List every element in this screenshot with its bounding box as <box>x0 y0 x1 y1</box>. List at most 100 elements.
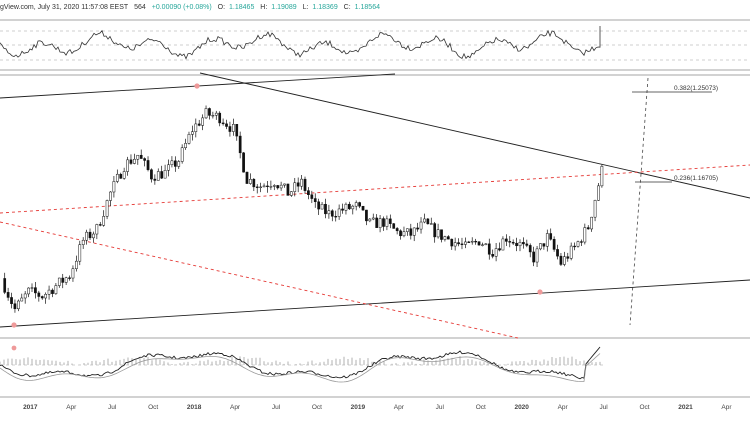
descending-trendline <box>199 72 750 199</box>
candle-body <box>225 123 228 127</box>
candle-body <box>457 242 460 245</box>
candle-body <box>231 124 235 132</box>
candle-body <box>566 256 570 259</box>
candle-body <box>266 185 269 187</box>
candle-body <box>122 171 126 179</box>
candle-body <box>545 233 549 247</box>
candle-body <box>576 241 580 247</box>
candle-body <box>68 277 71 279</box>
x-tick-label: Oct <box>148 404 158 411</box>
candle-body <box>204 108 208 119</box>
candle-body <box>535 248 539 263</box>
candle-body <box>177 161 181 167</box>
candle-body <box>78 244 82 262</box>
header-source: gView.com, July 31, 2020 11:57:08 EEST <box>0 4 129 11</box>
candle-body <box>57 277 61 286</box>
candle-body <box>491 254 495 257</box>
candle-body <box>235 124 239 137</box>
pivot-low-marker-2020 <box>537 289 543 295</box>
time-axis: 2017 Apr Jul Oct 2018 Apr Jul Oct 2019 Apr Jul Oct 2… <box>23 404 732 411</box>
candle-body <box>348 203 351 210</box>
candle-body <box>378 218 382 228</box>
candle-body <box>446 236 450 240</box>
candle-body <box>27 287 30 295</box>
candle-body <box>238 135 242 154</box>
candle-body <box>412 227 416 236</box>
candle-body <box>191 131 194 135</box>
candle-body <box>600 166 604 187</box>
candle-body <box>10 297 13 304</box>
header-high-label: H: <box>260 4 268 11</box>
header-open-label: O: <box>217 4 226 11</box>
top-oscillator-line <box>0 26 601 60</box>
candle-body <box>586 227 590 230</box>
candle-body <box>351 205 355 210</box>
candle-body <box>508 241 512 243</box>
candle-body <box>156 171 160 181</box>
candle-body <box>388 218 392 224</box>
candle-body <box>317 201 321 210</box>
x-tick-label: Jul <box>599 404 608 411</box>
candle-body <box>528 245 532 253</box>
candle-body <box>228 126 232 132</box>
candle-body <box>255 186 259 188</box>
candle-body <box>272 185 276 187</box>
x-tick-label: 2017 <box>23 404 38 411</box>
candle-body <box>126 159 129 172</box>
candle-body <box>320 203 324 210</box>
candle-body <box>470 240 474 243</box>
candle-body <box>150 169 153 180</box>
candle-body <box>44 293 48 299</box>
candle-body <box>105 200 109 217</box>
x-tick-label: Apr <box>66 404 77 411</box>
candle-body <box>569 245 573 259</box>
candle-body <box>109 191 112 201</box>
candle-body <box>71 268 75 279</box>
candle-body <box>494 248 498 257</box>
candle-body <box>344 203 348 211</box>
candle-body <box>453 242 457 247</box>
candle-body <box>484 243 488 246</box>
candle-body <box>583 227 587 243</box>
candle-body <box>416 227 419 230</box>
candle-body <box>501 238 505 251</box>
candle-body <box>573 245 576 248</box>
candle-body <box>498 248 501 251</box>
x-tick-label: Oct <box>476 404 486 411</box>
candle-body <box>443 236 447 240</box>
x-tick-label: Apr <box>721 404 732 411</box>
candle-body <box>129 159 133 164</box>
candle-body <box>173 160 177 167</box>
x-tick-label: Jul <box>272 404 281 411</box>
x-tick-label: Oct <box>639 404 649 411</box>
candle-body <box>307 190 310 195</box>
candle-body <box>504 238 508 242</box>
candle-body <box>334 216 338 218</box>
oscillator-marker <box>11 345 17 351</box>
x-tick-label: Apr <box>394 404 405 411</box>
candle-body <box>597 185 600 201</box>
candle-body <box>539 243 542 250</box>
fib-0236-label: 0.236(1.16705) <box>674 175 718 182</box>
candle-body <box>259 186 262 188</box>
candle-body <box>406 228 409 232</box>
candle-body <box>395 228 399 232</box>
candle-body <box>361 205 365 211</box>
candle-body <box>119 173 123 179</box>
candle-body <box>88 231 92 239</box>
candle-body <box>293 182 297 192</box>
candle-body <box>515 242 518 247</box>
x-tick-label: Jul <box>436 404 445 411</box>
candle-body <box>542 243 546 247</box>
candle-body <box>221 122 225 125</box>
candle-body <box>358 202 361 207</box>
candle-body <box>419 221 423 230</box>
fib-0382-label: 0.382(1.25073) <box>674 85 718 92</box>
header-close-label: C: <box>343 4 351 11</box>
candle-body <box>112 181 116 193</box>
candle-body <box>283 183 286 186</box>
x-tick-label: Apr <box>558 404 569 411</box>
candle-body <box>143 158 146 161</box>
bottom-oscillator-signal-line <box>0 353 601 383</box>
